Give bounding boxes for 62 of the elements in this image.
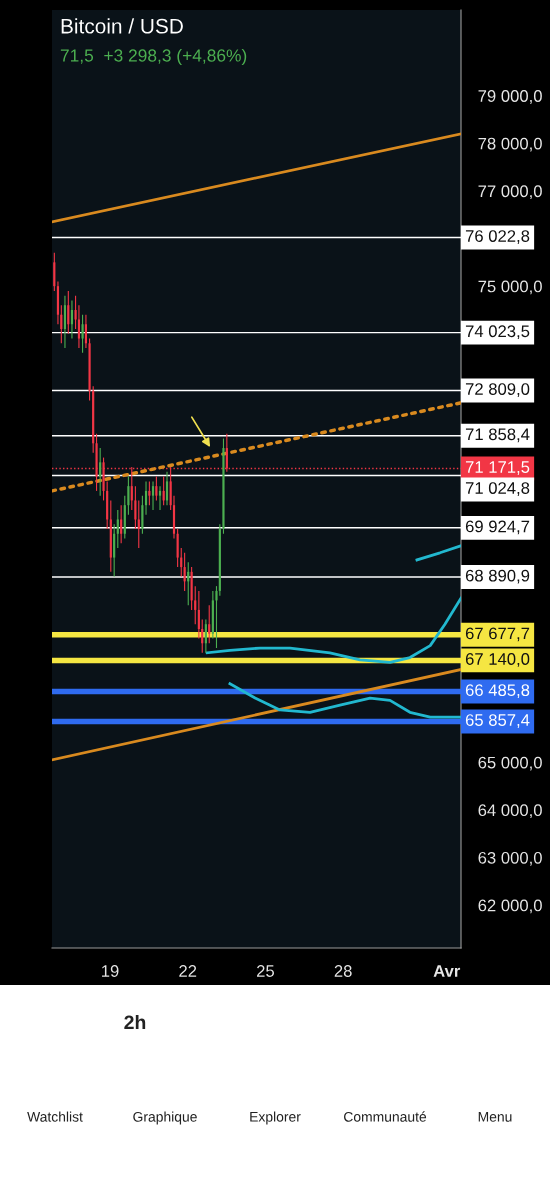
candlestick	[208, 604, 211, 644]
ref-line-label: 68 890,9	[465, 569, 530, 584]
x-tick-label: 19	[102, 965, 119, 977]
candlestick	[204, 618, 207, 654]
candlestick	[99, 447, 102, 497]
text: Communauté	[344, 1111, 427, 1122]
ref-line-label: 72 809,0	[465, 383, 530, 397]
candlestick	[53, 252, 56, 292]
ref-line-label: 66 485,8	[465, 684, 530, 698]
candlestick	[144, 480, 148, 516]
ref-line-label: 76 022,8	[465, 230, 530, 244]
text: Explorer	[250, 1111, 301, 1125]
candlestick	[151, 480, 155, 511]
x-tick-label: 25	[257, 965, 275, 977]
candlestick	[113, 523, 116, 578]
y-tick-label: 63 000,0	[478, 851, 542, 866]
candlestick	[67, 290, 70, 335]
y-tick-label: 78 000,0	[478, 137, 542, 152]
candlestick	[158, 485, 162, 511]
line-series	[228, 682, 461, 719]
ref-line-label: 71 858,4	[465, 428, 530, 443]
text: Graphique	[133, 1111, 197, 1125]
text: Menu	[478, 1112, 512, 1122]
candlestick	[222, 437, 225, 535]
candlestick	[137, 499, 140, 549]
y-tick-label: 64 000,0	[478, 804, 542, 819]
ref-line-label: 69 924,7	[465, 520, 530, 535]
text: 71,5 +3 298,3 (+4,86%)	[60, 48, 247, 66]
ref-line-label: 67 140,0	[465, 653, 530, 667]
ref-line-label: 71 171,5	[465, 461, 530, 475]
candlestick	[116, 509, 119, 549]
candlestick	[134, 485, 137, 530]
y-tick-label: 77 000,0	[478, 185, 542, 200]
candlestick	[127, 476, 130, 516]
y-tick-label: 65 000,0	[478, 756, 542, 771]
candlestick	[176, 528, 179, 568]
candlestick	[183, 552, 186, 592]
ref-line-label: 65 857,4	[465, 714, 530, 728]
chart-title: Bitcoin / USD	[61, 18, 183, 34]
y-tick-label: 62 000,0	[478, 899, 542, 914]
candlestick	[148, 480, 151, 506]
candlestick	[120, 504, 123, 544]
x-tick-label: 28	[334, 965, 352, 977]
candlestick	[194, 585, 197, 625]
candlestick	[77, 304, 81, 349]
x-tick-label: Avr	[433, 965, 461, 977]
candlestick	[63, 295, 67, 349]
candlestick	[70, 299, 74, 340]
ref-line-label: 74 023,5	[465, 325, 530, 340]
candlestick	[155, 476, 158, 501]
ref-line-label: 67 677,7	[465, 627, 530, 642]
ref-line-label: 71 024,8	[465, 482, 530, 496]
y-tick-label: 75 000,0	[478, 280, 542, 295]
x-tick-label: 22	[179, 965, 197, 977]
text: Watchlist	[27, 1111, 83, 1122]
candlestick	[197, 590, 200, 640]
candlestick	[165, 471, 169, 506]
candlestick	[141, 495, 144, 535]
y-tick-label: 79 000,0	[478, 90, 542, 104]
line-series	[205, 596, 461, 664]
text: 2h	[124, 1014, 146, 1030]
candlestick	[81, 314, 84, 354]
